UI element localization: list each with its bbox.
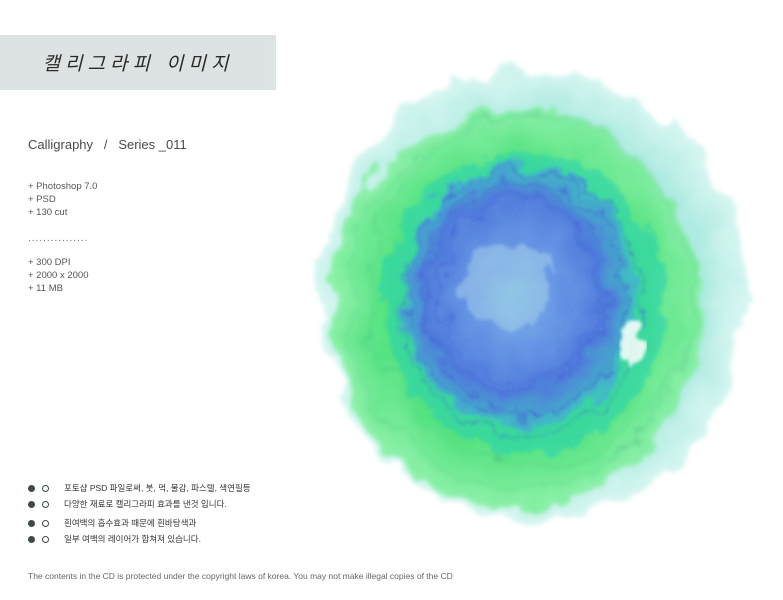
software-spec-list: + Photoshop 7.0 + PSD + 130 cut [28,180,97,219]
filled-dot-icon [28,535,35,543]
spec-item: + 130 cut [28,207,68,218]
filled-dot-icon [28,484,35,492]
notes-block: 포토샵 PSD 파일로써, 붓, 먹, 물감, 파스텔, 색연필등 다양한 재료… [28,480,251,547]
dotted-separator: ................ [28,233,89,244]
note-text: 일부 여백의 레이어가 합쳐져 있습니다. [64,534,201,544]
filled-dot-icon [28,519,35,527]
filled-dot-icon [28,500,35,508]
note-row: 흰여백의 흡수효과 때문에 흰바탕색과 [28,515,251,531]
page-title: 캘리그라피 이미지 [42,53,234,75]
note-text: 흰여백의 흡수효과 때문에 흰바탕색과 [64,518,197,528]
copyright-notice: The contents in the CD is protected unde… [28,571,453,581]
spec-item: + 300 DPI [28,257,71,268]
spec-item: + Photoshop 7.0 [28,181,98,192]
spec-item: + PSD [28,194,56,205]
series-label: Calligraphy / Series _011 [28,137,187,152]
note-text: 다양한 재료로 캘리그라피 효과를 낸것 입니다. [64,499,227,509]
watercolor-circle-image [270,40,770,550]
file-spec-list: + 300 DPI + 2000 x 2000 + 11 MB [28,256,88,295]
empty-dot-icon [42,519,49,527]
note-row: 다양한 재료로 캘리그라피 효과를 낸것 입니다. [28,496,251,512]
title-banner: 캘리그라피 이미지 [0,35,276,90]
empty-dot-icon [42,484,49,492]
spec-item: + 11 MB [28,283,63,294]
empty-dot-icon [42,500,49,508]
empty-dot-icon [42,535,49,543]
spec-item: + 2000 x 2000 [28,270,89,281]
note-text: 포토샵 PSD 파일로써, 붓, 먹, 물감, 파스텔, 색연필등 [64,483,251,493]
note-row: 포토샵 PSD 파일로써, 붓, 먹, 물감, 파스텔, 색연필등 [28,480,251,496]
note-row: 일부 여백의 레이어가 합쳐져 있습니다. [28,531,251,547]
